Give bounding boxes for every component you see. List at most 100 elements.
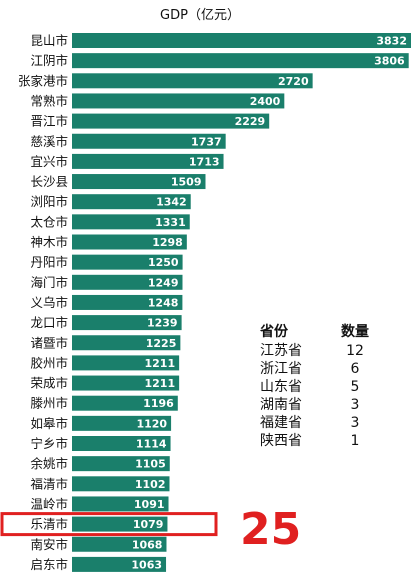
bar: [72, 355, 180, 371]
category-label: 胶州市: [30, 355, 68, 370]
value-label: 3832: [376, 35, 407, 48]
summary-row: 福建省 3: [258, 414, 378, 432]
category-label: 晋江市: [30, 114, 68, 129]
value-label: 1509: [171, 176, 202, 189]
summary-count: 1: [350, 433, 360, 449]
category-label: 乐清市: [30, 517, 68, 532]
summary-count: 5: [350, 379, 360, 395]
bar: [72, 254, 183, 270]
value-label: 1196: [143, 397, 174, 410]
category-label: 常熟市: [30, 93, 68, 108]
value-label: 2400: [250, 95, 281, 108]
value-label: 1120: [136, 417, 167, 430]
province-summary-table: 省份 数量 江苏省 12 浙江省 6 山东省 5 湖南省 3 福建省: [258, 323, 378, 450]
bar: [72, 335, 181, 351]
category-label: 如皋市: [30, 416, 68, 431]
category-label: 丹阳市: [30, 255, 68, 270]
bar: [72, 436, 171, 451]
summary-province: 浙江省: [260, 361, 302, 377]
value-label: 1114: [136, 438, 167, 451]
summary-header-province: 省份: [260, 324, 288, 340]
value-label: 1248: [148, 296, 179, 309]
category-label: 龙口市: [30, 315, 68, 330]
value-label: 1737: [191, 135, 222, 148]
value-label: 1342: [156, 196, 187, 209]
value-label: 1239: [147, 317, 178, 330]
value-label: 3806: [374, 55, 405, 68]
value-label: 1211: [145, 357, 176, 370]
category-label: 荣成市: [30, 376, 68, 391]
bar: [72, 395, 178, 411]
bar: [72, 375, 180, 391]
value-label: 1068: [132, 538, 163, 551]
value-label: 1249: [148, 276, 179, 289]
summary-province: 山东省: [260, 379, 302, 395]
bar: [72, 516, 168, 532]
category-label: 诸暨市: [30, 335, 68, 350]
bar: [72, 33, 411, 48]
value-label: 1298: [152, 236, 183, 249]
category-label: 太仓市: [30, 214, 68, 229]
bar: [72, 476, 170, 492]
category-label: 温岭市: [30, 496, 68, 511]
summary-count: 12: [346, 343, 364, 359]
value-label: 1211: [145, 377, 176, 390]
category-label: 浏阳市: [30, 194, 68, 209]
rank-callout: 25: [240, 504, 302, 555]
category-label: 启东市: [30, 557, 68, 572]
bar: [72, 53, 409, 69]
bar: [72, 274, 183, 290]
bar: [72, 456, 170, 472]
category-label: 慈溪市: [30, 134, 68, 149]
category-label: 长沙县: [30, 174, 68, 189]
bar: [72, 214, 190, 230]
value-label: 2229: [235, 115, 266, 128]
bar: [72, 73, 313, 89]
category-label: 南安市: [30, 537, 68, 552]
summary-province: 江苏省: [260, 343, 302, 359]
bar: [72, 315, 182, 331]
value-label: 1063: [131, 558, 162, 571]
bar: [72, 113, 270, 129]
category-label: 海门市: [30, 275, 68, 290]
summary-row: 江苏省 12: [258, 342, 378, 360]
summary-province: 湖南省: [260, 397, 302, 413]
summary-province: 陕西省: [260, 433, 302, 449]
bar: [72, 234, 187, 250]
category-label: 江阴市: [30, 53, 68, 68]
bar: [72, 153, 224, 169]
bar: [72, 415, 172, 431]
category-label: 义乌市: [30, 295, 68, 310]
chart-title: GDP（亿元）: [160, 8, 240, 23]
category-label: 昆山市: [30, 33, 68, 48]
category-label: 神木市: [30, 235, 68, 250]
summary-count: 3: [350, 415, 360, 431]
value-label: 1102: [135, 478, 166, 491]
bar: [72, 133, 226, 149]
summary-row: 湖南省 3: [258, 396, 378, 414]
summary-header-count: 数量: [341, 324, 369, 340]
bars-group: 昆山市 3832 江阴市 3806 张家港市 2720 常熟市 2400 晋江市 2229 慈溪市 1…: [18, 33, 411, 572]
value-label: 1079: [133, 518, 164, 531]
bar: [72, 194, 191, 210]
bar: [72, 294, 183, 310]
category-label: 宁乡市: [30, 436, 68, 451]
bar: [72, 174, 206, 190]
bar: [72, 536, 167, 552]
bar: [72, 496, 169, 512]
value-label: 1713: [189, 155, 220, 168]
bar: [72, 93, 285, 109]
category-label: 余姚市: [30, 456, 68, 471]
value-label: 1331: [155, 216, 186, 229]
highlight-box: [0, 512, 218, 537]
bar: [72, 556, 167, 572]
summary-count: 3: [350, 397, 360, 413]
category-label: 宜兴市: [30, 154, 68, 169]
summary-row: 山东省 5: [258, 378, 378, 396]
category-label: 张家港市: [18, 73, 68, 88]
category-label: 滕州市: [30, 396, 68, 411]
value-label: 2720: [278, 75, 309, 88]
category-label: 福清市: [30, 476, 68, 491]
summary-province: 福建省: [260, 415, 302, 431]
